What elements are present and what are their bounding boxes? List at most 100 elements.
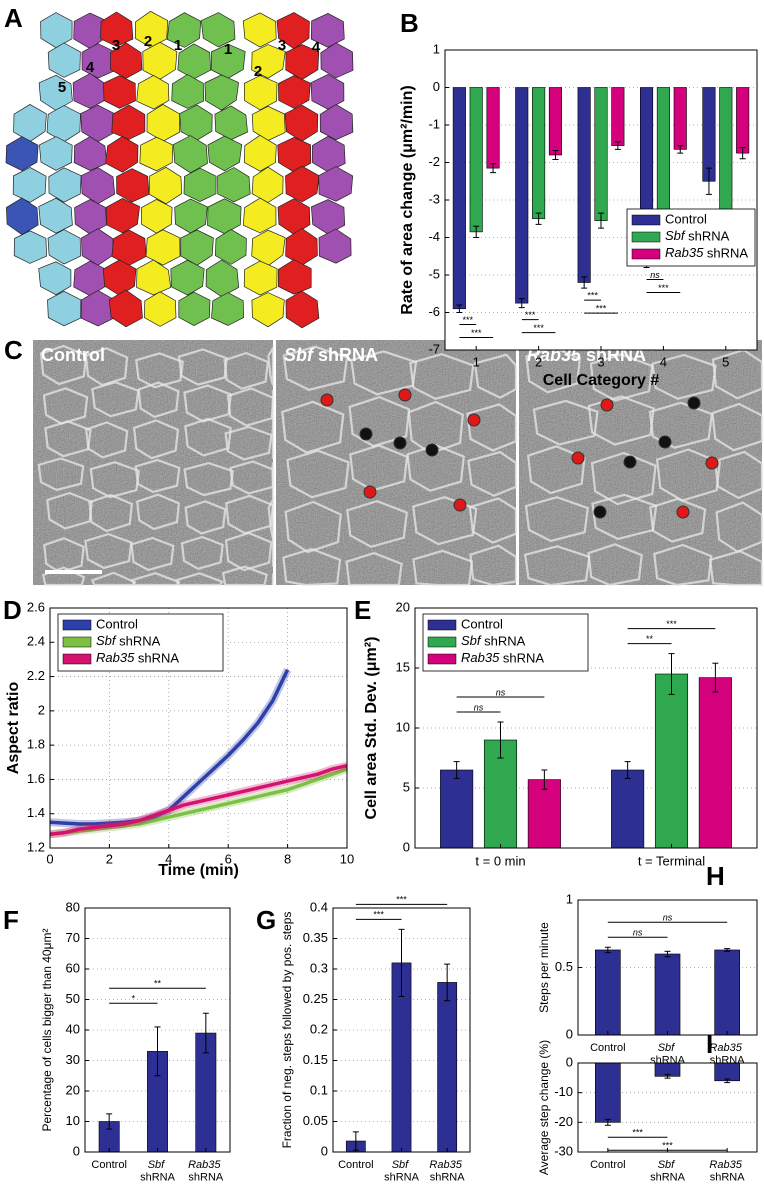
axes-box — [49, 607, 348, 849]
cell — [106, 198, 140, 234]
cell-outline — [224, 425, 273, 461]
cell-outline — [88, 493, 134, 533]
y-tick-label: 2.6 — [27, 599, 45, 614]
cell-outline — [286, 449, 350, 499]
cell — [311, 199, 346, 235]
cell — [39, 136, 73, 171]
cell — [207, 135, 243, 172]
legend-label: Sbf shRNA — [96, 633, 161, 648]
x-tick-label: Rab35 shRNA — [709, 1159, 745, 1184]
y-tick-label: 1.6 — [27, 771, 45, 786]
legend-swatch — [631, 214, 661, 226]
legend-swatch — [62, 636, 92, 648]
x-axis-label: Time (min) — [158, 862, 239, 879]
y-tick-label: 0.5 — [555, 959, 573, 974]
cell — [5, 136, 39, 171]
cell-outline — [284, 500, 342, 554]
bar — [577, 87, 591, 283]
cell — [278, 75, 311, 109]
bar — [611, 87, 625, 146]
bar — [515, 87, 529, 304]
cell — [40, 12, 73, 49]
micrograph: Sbf shRNA — [276, 340, 518, 587]
cell — [72, 73, 106, 109]
cell-outline — [267, 344, 275, 386]
bar — [527, 779, 561, 849]
x-tick-label: 2 — [106, 851, 113, 866]
chart-panel: E 0 5 10 15 20 Cell area Std. Dev. (μm²) t = 0 … — [354, 595, 758, 868]
cell — [148, 166, 183, 205]
cell — [171, 74, 205, 109]
y-tick-label: 1.2 — [27, 839, 45, 854]
micrograph-label: Control — [41, 345, 105, 365]
cell — [251, 229, 286, 267]
x-tick-label: 4 — [165, 851, 172, 866]
y-axis-label: Fraction of neg. steps followed by pos. … — [280, 912, 294, 1149]
y-tick-label: 1 — [433, 41, 440, 56]
y-tick-label: -20 — [554, 1114, 573, 1129]
cell-vertex-marker — [600, 398, 614, 412]
cell-outline — [409, 353, 475, 400]
cell — [136, 74, 170, 110]
cell-outline — [271, 462, 275, 499]
significance-label: ns — [496, 687, 506, 697]
category-number: 1 — [224, 41, 232, 58]
x-tick-label: Control — [338, 1159, 373, 1171]
cell-vertex-marker — [571, 451, 585, 465]
cell — [318, 166, 354, 202]
cell — [47, 229, 81, 265]
legend-label: Control — [96, 616, 138, 631]
y-tick-label: 0.4 — [310, 899, 328, 914]
y-tick-label: 2.2 — [27, 668, 45, 683]
micrograph-noise — [276, 340, 516, 585]
panel-letter: F — [3, 905, 19, 935]
cell — [179, 104, 213, 141]
x-tick-label: 5 — [722, 354, 729, 369]
cell — [110, 42, 143, 79]
cell — [205, 259, 240, 298]
legend-swatch — [62, 653, 92, 665]
significance-label: *** — [471, 328, 482, 338]
legend-swatch — [427, 636, 457, 648]
x-tick-label: t = Terminal — [638, 853, 705, 868]
y-tick-label: -7 — [428, 341, 440, 356]
cell — [183, 167, 217, 202]
category-number: 3 — [112, 37, 120, 54]
y-tick-label: 0.25 — [303, 991, 328, 1006]
x-tick-label: 1 — [473, 354, 480, 369]
y-tick-label: 1 — [566, 891, 573, 906]
y-tick-label: 0.3 — [310, 960, 328, 975]
y-tick-label: 0.35 — [303, 930, 328, 945]
cell-outline — [224, 531, 273, 572]
cell — [6, 197, 39, 236]
x-tick-label: Control — [590, 1042, 625, 1054]
panel-letter: D — [3, 595, 22, 625]
x-tick-label: Rab35 shRNA — [429, 1159, 465, 1184]
panel-letter: A — [4, 3, 23, 33]
y-tick-label: 1.8 — [27, 737, 45, 752]
bar — [673, 87, 687, 150]
cell-outline — [130, 572, 181, 587]
cell — [13, 103, 47, 143]
significance-label: *** — [396, 895, 407, 905]
cell-outline — [41, 566, 86, 587]
x-tick-label: Control — [91, 1159, 126, 1171]
bar — [611, 769, 645, 849]
bar — [469, 87, 483, 233]
cell — [73, 260, 107, 297]
cell-outline — [713, 450, 764, 500]
cell — [312, 135, 346, 173]
y-tick-label: 0 — [433, 79, 440, 94]
cell — [204, 74, 239, 111]
cell-outline — [46, 491, 93, 530]
cell-outline — [175, 572, 225, 587]
cell — [143, 291, 177, 327]
bar — [532, 87, 546, 220]
legend-swatch — [62, 619, 92, 631]
x-tick-label: Control — [590, 1159, 625, 1171]
cell — [277, 198, 311, 235]
cell — [310, 13, 345, 48]
cell — [173, 135, 208, 174]
line-series — [49, 763, 348, 837]
